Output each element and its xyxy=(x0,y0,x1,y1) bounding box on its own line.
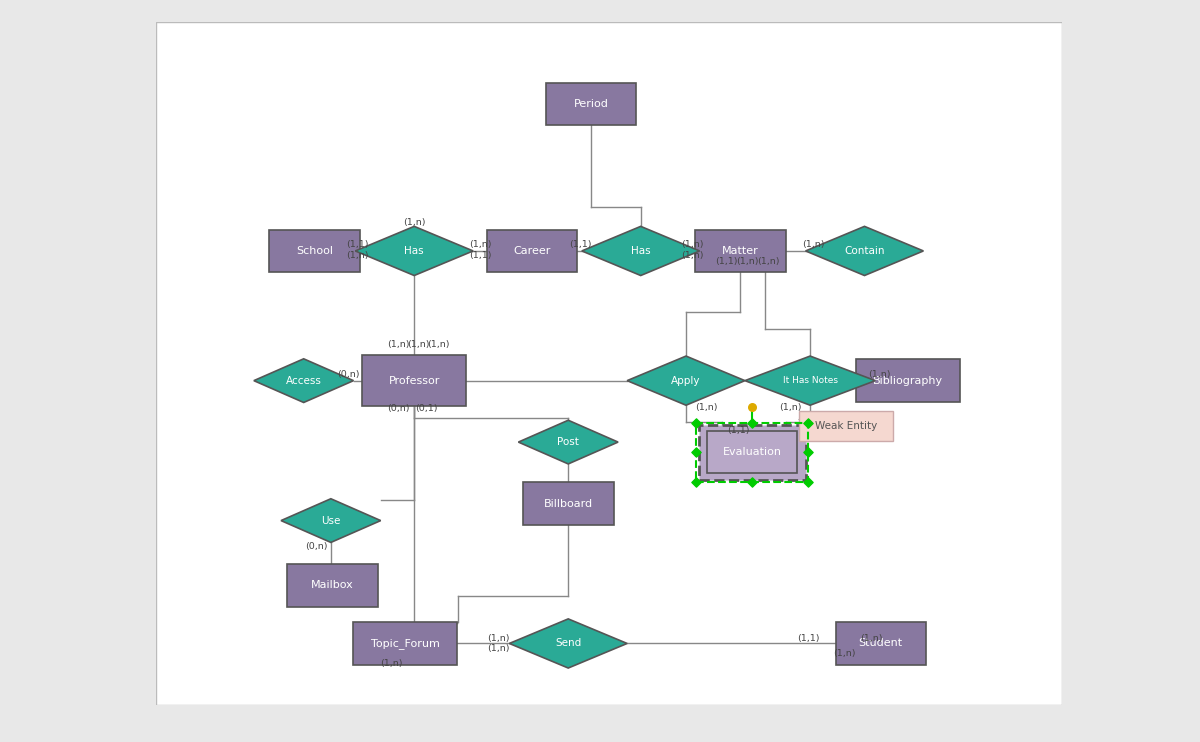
Text: (1,n): (1,n) xyxy=(833,649,856,658)
Point xyxy=(686,417,706,429)
Polygon shape xyxy=(518,420,618,464)
FancyBboxPatch shape xyxy=(362,355,467,407)
Text: Apply: Apply xyxy=(671,375,701,386)
Text: Matter: Matter xyxy=(722,246,758,256)
Polygon shape xyxy=(628,356,745,405)
Polygon shape xyxy=(355,226,473,275)
Polygon shape xyxy=(509,619,628,668)
Text: Evaluation: Evaluation xyxy=(722,447,781,457)
Text: (1,n): (1,n) xyxy=(860,634,883,643)
FancyBboxPatch shape xyxy=(269,230,360,272)
Point xyxy=(799,417,818,429)
Text: (1,n): (1,n) xyxy=(757,257,780,266)
Point xyxy=(799,476,818,487)
Text: (1,n): (1,n) xyxy=(346,252,368,260)
Text: (1,1): (1,1) xyxy=(727,426,750,435)
Text: School: School xyxy=(296,246,334,256)
Text: (1,n): (1,n) xyxy=(408,340,430,349)
Text: (1,n): (1,n) xyxy=(388,340,410,349)
Text: Billboard: Billboard xyxy=(544,499,593,508)
Polygon shape xyxy=(582,226,700,275)
FancyBboxPatch shape xyxy=(698,425,805,479)
Text: (1,n): (1,n) xyxy=(427,340,450,349)
FancyBboxPatch shape xyxy=(799,411,894,441)
Point xyxy=(686,447,706,459)
Text: Student: Student xyxy=(859,638,902,649)
FancyBboxPatch shape xyxy=(546,83,636,125)
Text: (1,1): (1,1) xyxy=(797,634,820,643)
FancyBboxPatch shape xyxy=(707,431,798,473)
Text: (1,n): (1,n) xyxy=(469,240,492,249)
Text: Period: Period xyxy=(574,99,608,109)
Text: Post: Post xyxy=(557,437,580,447)
Text: (1,1): (1,1) xyxy=(469,252,492,260)
Point xyxy=(686,476,706,487)
Text: (1,n): (1,n) xyxy=(737,257,758,266)
FancyBboxPatch shape xyxy=(856,359,960,402)
Polygon shape xyxy=(254,359,354,402)
Text: (1,n): (1,n) xyxy=(779,404,802,413)
Text: (1,n): (1,n) xyxy=(380,660,403,669)
Point xyxy=(743,476,762,487)
FancyBboxPatch shape xyxy=(695,230,786,272)
FancyBboxPatch shape xyxy=(287,564,378,607)
Text: (1,n): (1,n) xyxy=(868,370,890,379)
Text: Has: Has xyxy=(404,246,424,256)
Text: Send: Send xyxy=(556,638,581,649)
FancyBboxPatch shape xyxy=(353,623,457,665)
Text: (0,n): (0,n) xyxy=(388,404,410,413)
Text: Topic_Forum: Topic_Forum xyxy=(371,638,439,649)
Text: (0,n): (0,n) xyxy=(337,370,359,379)
Text: Has: Has xyxy=(631,246,650,256)
Text: Professor: Professor xyxy=(389,375,440,386)
Text: Mailbox: Mailbox xyxy=(311,580,354,591)
Text: (1,n): (1,n) xyxy=(696,404,718,413)
Text: (1,n): (1,n) xyxy=(487,634,510,643)
Text: Access: Access xyxy=(286,375,322,386)
Text: (1,n): (1,n) xyxy=(803,240,826,249)
Point xyxy=(799,447,818,459)
Text: Career: Career xyxy=(514,246,551,256)
Text: (0,1): (0,1) xyxy=(415,404,437,413)
Point xyxy=(743,417,762,429)
Polygon shape xyxy=(745,356,875,405)
Text: It Has Notes: It Has Notes xyxy=(782,376,838,385)
FancyBboxPatch shape xyxy=(156,22,1062,705)
Text: (1,1): (1,1) xyxy=(715,257,738,266)
Text: (1,n): (1,n) xyxy=(487,644,510,654)
Text: Bibliography: Bibliography xyxy=(872,375,943,386)
Point xyxy=(743,401,762,413)
Polygon shape xyxy=(281,499,380,542)
FancyBboxPatch shape xyxy=(835,623,926,665)
FancyBboxPatch shape xyxy=(487,230,577,272)
Text: (1,n): (1,n) xyxy=(682,252,703,260)
Text: (1,n): (1,n) xyxy=(403,218,426,228)
Text: Weak Entity: Weak Entity xyxy=(815,421,877,431)
Text: (1,1): (1,1) xyxy=(346,240,368,249)
Text: (0,n): (0,n) xyxy=(305,542,328,551)
FancyBboxPatch shape xyxy=(523,482,613,525)
Text: (1,n): (1,n) xyxy=(682,240,703,249)
Text: Contain: Contain xyxy=(845,246,884,256)
Text: (1,1): (1,1) xyxy=(569,240,592,249)
Polygon shape xyxy=(805,226,923,275)
Text: Use: Use xyxy=(322,516,341,525)
